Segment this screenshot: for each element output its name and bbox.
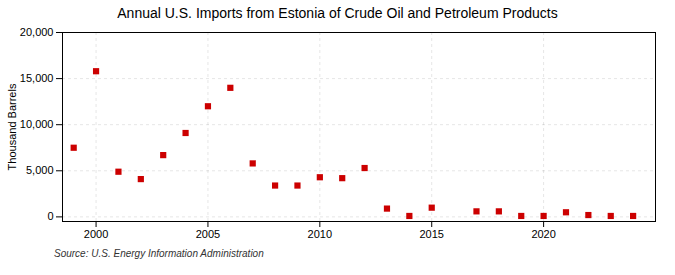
svg-text:10,000: 10,000 (20, 118, 54, 130)
svg-text:Thousand Barrels: Thousand Barrels (6, 83, 18, 170)
html-text:Source: U.S. Energy Informatio: Source: U.S. Energy Information Administ… (54, 248, 264, 259)
svg-text:2005: 2005 (196, 228, 220, 240)
html-text:Annual U.S. Imports from Eston: Annual U.S. Imports from Estonia of Crud… (117, 5, 558, 21)
svg-text:2000: 2000 (84, 228, 108, 240)
svg-text:15,000: 15,000 (20, 72, 54, 84)
svg-text:2015: 2015 (419, 228, 443, 240)
svg-text:0: 0 (47, 210, 53, 222)
svg-text:2020: 2020 (531, 228, 555, 240)
svg-text:5,000: 5,000 (26, 164, 54, 176)
svg-text:2010: 2010 (308, 228, 332, 240)
svg-text:20,000: 20,000 (20, 26, 54, 38)
